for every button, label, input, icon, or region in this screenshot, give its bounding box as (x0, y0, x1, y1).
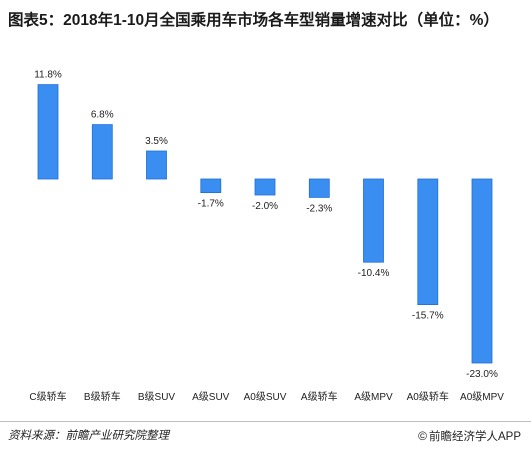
source-note: 资料来源：前瞻产业研究院整理 (8, 430, 169, 442)
bar-8 (471, 178, 493, 364)
bar-value-label-1: 6.8% (91, 110, 114, 121)
chart-title: 图表5：2018年1-10月全国乘用车市场各车型销量增速对比（单位：%） (8, 12, 499, 29)
category-label-7: A0级轿车 (407, 390, 449, 403)
footer: 资料来源：前瞻产业研究院整理 © 前瞻经济学人APP (0, 421, 531, 455)
bar-3 (200, 178, 222, 194)
bar-value-label-4: -2.0% (252, 201, 278, 212)
category-label-3: A级SUV (192, 391, 230, 403)
bar-7 (417, 178, 439, 305)
bar-1 (91, 124, 113, 180)
category-label-4: A0级SUV (244, 391, 287, 403)
bar-value-label-3: -1.7% (198, 199, 224, 210)
copyright-icon: © (418, 429, 427, 443)
bar-value-label-7: -15.7% (412, 311, 444, 322)
category-label-0: C级轿车 (29, 390, 66, 403)
bar-0 (37, 84, 59, 180)
bar-6 (363, 178, 384, 263)
category-label-6: A级MPV (354, 391, 393, 403)
bar-value-label-8: -23.0% (466, 369, 498, 380)
brand-name: 前瞻经济学人APP (428, 431, 521, 443)
bar-4 (254, 178, 276, 196)
bar-2 (146, 150, 167, 180)
category-label-8: A0级MPV (460, 391, 504, 403)
bar-value-label-5: -2.3% (306, 203, 332, 214)
bar-value-label-6: -10.4% (358, 268, 390, 279)
category-label-1: B级轿车 (84, 390, 121, 403)
category-label-5: A级轿车 (301, 390, 338, 403)
brand-credit: © 前瞻经济学人APP (418, 428, 521, 445)
bar-5 (308, 178, 330, 198)
bar-value-label-2: 3.5% (145, 136, 168, 147)
category-label-2: B级SUV (138, 391, 176, 403)
bar-chart: 11.8% C级轿车 6.8% B级轿车 3.5% B级SUV -1.7% A级SUV -2.0… (29, 70, 504, 403)
bar-value-label-0: 11.8% (34, 70, 62, 81)
